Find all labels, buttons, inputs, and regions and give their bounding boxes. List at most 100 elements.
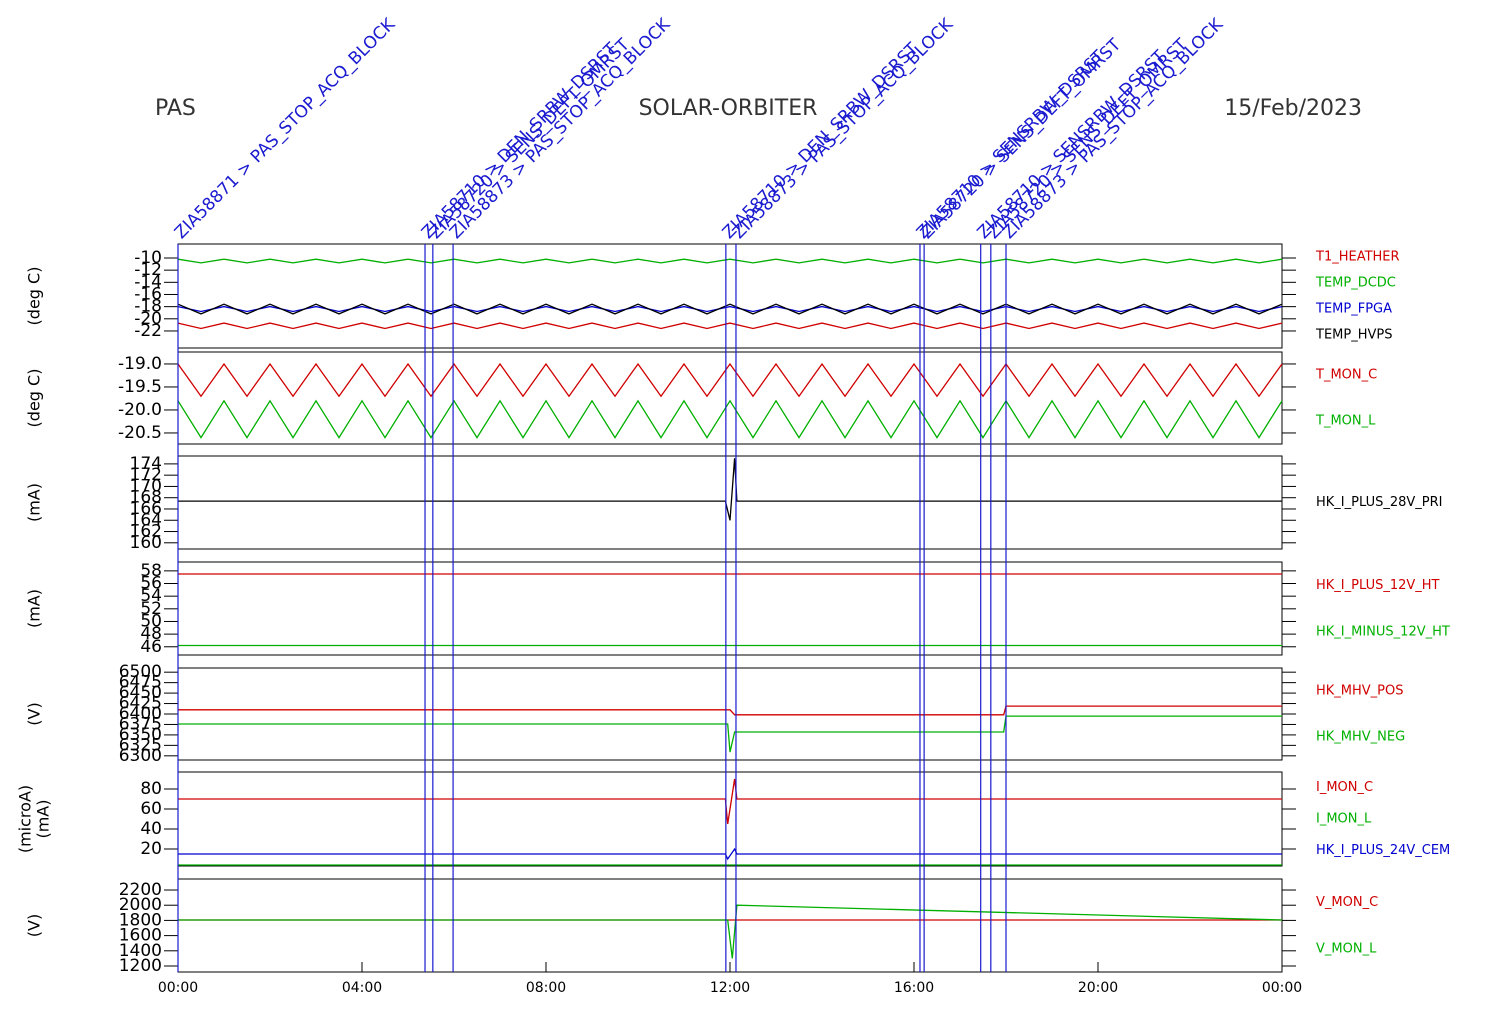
y-axis-label: (deg C) [25,267,44,326]
y-tick-label: -10 [134,248,162,268]
panel-frame [177,878,1283,973]
legend-label: HK_I_PLUS_12V_HT [1316,578,1440,593]
legend-label: TEMP_DCDC [1315,276,1396,291]
y-tick-label: 6325 [119,735,162,755]
y-tick-label: 1800 [119,910,162,930]
series-line [177,322,1283,330]
y-tick-label: 170 [130,476,162,496]
series-line [178,847,1282,861]
y-tick-label: 6350 [119,725,162,745]
series-line [177,362,1283,398]
series-line [177,258,1283,264]
y-tick-label: 168 [130,488,162,508]
y-tick-label: 6400 [119,704,162,724]
series-line [178,904,1283,959]
x-tick-label: 08:00 [526,980,566,996]
event-label: ZIA58873 > PAS_STOP_ACQ_BLOCK [446,14,675,243]
y-tick-label: 166 [130,499,162,519]
y-tick-label: 160 [130,533,162,553]
y-tick-label: 54 [140,586,162,606]
y-tick-label: -14 [134,272,162,292]
y-tick-label: 174 [130,454,162,474]
panel-frame [177,771,1283,867]
y-tick-label: 20 [140,839,162,859]
y-tick-label: 56 [140,574,162,594]
y-tick-label: 48 [140,624,162,644]
y-tick-label: -16 [134,284,162,304]
series-line [177,303,1283,315]
y-tick-label: 80 [140,779,162,799]
y-tick-label: 6450 [119,683,162,703]
y-tick-label: 172 [130,465,162,485]
y-tick-label: -19.5 [118,377,162,397]
y-tick-label: 162 [130,522,162,542]
legend-label: T_MON_L [1315,414,1376,429]
y-tick-label: 6425 [119,694,162,714]
series-line [177,305,1283,313]
y-tick-label: 1600 [119,926,162,946]
y-tick-label: -19.0 [118,354,162,374]
legend-label: TEMP_FPGA [1315,302,1392,317]
legend-label: HK_MHV_NEG [1316,730,1405,745]
panel-frame [177,455,1283,550]
header-left: PAS [155,96,196,121]
event-label: ZIA58871 > PAS_STOP_ACQ_BLOCK [171,14,400,243]
y-axis-label: (mA) [25,483,44,522]
y-tick-label: 6475 [119,673,162,693]
y-tick-label: -22 [134,321,162,341]
series-line [178,458,1282,521]
y-axis-label: (V) [25,702,44,725]
y-tick-label: -12 [134,260,162,280]
y-tick-label: 6375 [119,714,162,734]
y-axis-label: (V) [25,914,44,937]
legend-label: V_MON_L [1316,941,1377,956]
y-tick-label: 52 [140,599,162,619]
y-axis-label: (mA) [25,589,44,628]
y-tick-label: 6500 [119,662,162,682]
y-tick-label: 58 [140,561,162,581]
legend-label: TEMP_HVPS [1315,328,1392,343]
x-tick-label: 00:00 [158,980,198,996]
y-tick-label: 60 [140,799,162,819]
y-tick-label: 2000 [119,895,162,915]
x-tick-label: 00:00 [1262,980,1302,996]
y-tick-label: 164 [130,510,162,530]
y-tick-label: 6300 [119,746,162,766]
y-tick-label: -20.0 [118,400,162,420]
legend-label: HK_I_MINUS_12V_HT [1316,624,1450,639]
panel-frame [177,561,1283,656]
y-tick-label: -20.5 [118,423,162,443]
y-tick-label: 1400 [119,941,162,961]
y-axis-label: (microA) [16,785,35,853]
event-label: ZIA58720 > SENS_DEFT_OMRST [426,35,634,243]
legend-label: I_MON_C [1316,780,1373,795]
series-line [178,778,1282,825]
x-tick-label: 16:00 [894,980,934,996]
x-tick-label: 20:00 [1078,980,1118,996]
y-tick-label: 1200 [119,956,162,976]
legend-label: HK_MHV_POS [1316,684,1404,699]
legend-label: T_MON_C [1315,368,1377,383]
event-label: ZIA58873 > PAS_STOP_ACQ_BLOCK [729,14,958,243]
y-axis-label: (mA) [34,799,53,838]
y-tick-label: 2200 [119,880,162,900]
y-tick-label: -20 [134,309,162,329]
y-tick-label: -18 [134,297,162,317]
header-right: 15/Feb/2023 [1224,96,1362,121]
y-tick-label: 46 [140,637,162,657]
legend-label: I_MON_L [1316,812,1372,827]
x-tick-label: 12:00 [710,980,750,996]
series-line [178,715,1282,753]
x-tick-label: 04:00 [342,980,382,996]
series-line [178,705,1282,716]
legend-label: T1_HEATHER [1315,250,1400,265]
y-tick-label: 50 [140,611,162,631]
legend-label: V_MON_C [1316,895,1378,910]
series-line [177,399,1283,439]
legend-label: HK_I_PLUS_24V_CEM [1316,843,1450,858]
header-center: SOLAR-ORBITER [639,96,818,121]
y-axis-label: (deg C) [25,369,44,428]
y-tick-label: 40 [140,819,162,839]
legend-label: HK_I_PLUS_28V_PRI [1316,495,1442,510]
